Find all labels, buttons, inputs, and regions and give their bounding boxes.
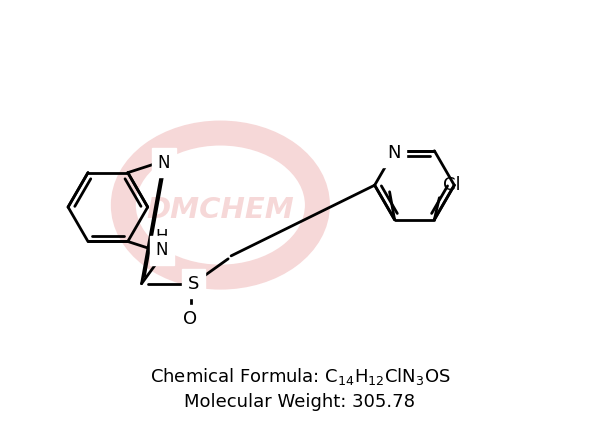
Text: N: N [158,154,170,172]
Text: N: N [155,241,168,259]
Text: Cl: Cl [443,176,461,194]
Text: H: H [155,228,168,246]
Text: Molecular Weight: 305.78: Molecular Weight: 305.78 [185,393,415,411]
Text: O: O [183,311,197,328]
Text: N: N [387,144,400,162]
Text: Chemical Formula: $\mathregular{C_{14}H_{12}ClN_{3}OS}$: Chemical Formula: $\mathregular{C_{14}H_… [150,366,450,388]
Text: S: S [188,275,199,293]
Text: DMCHEM: DMCHEM [146,196,294,224]
